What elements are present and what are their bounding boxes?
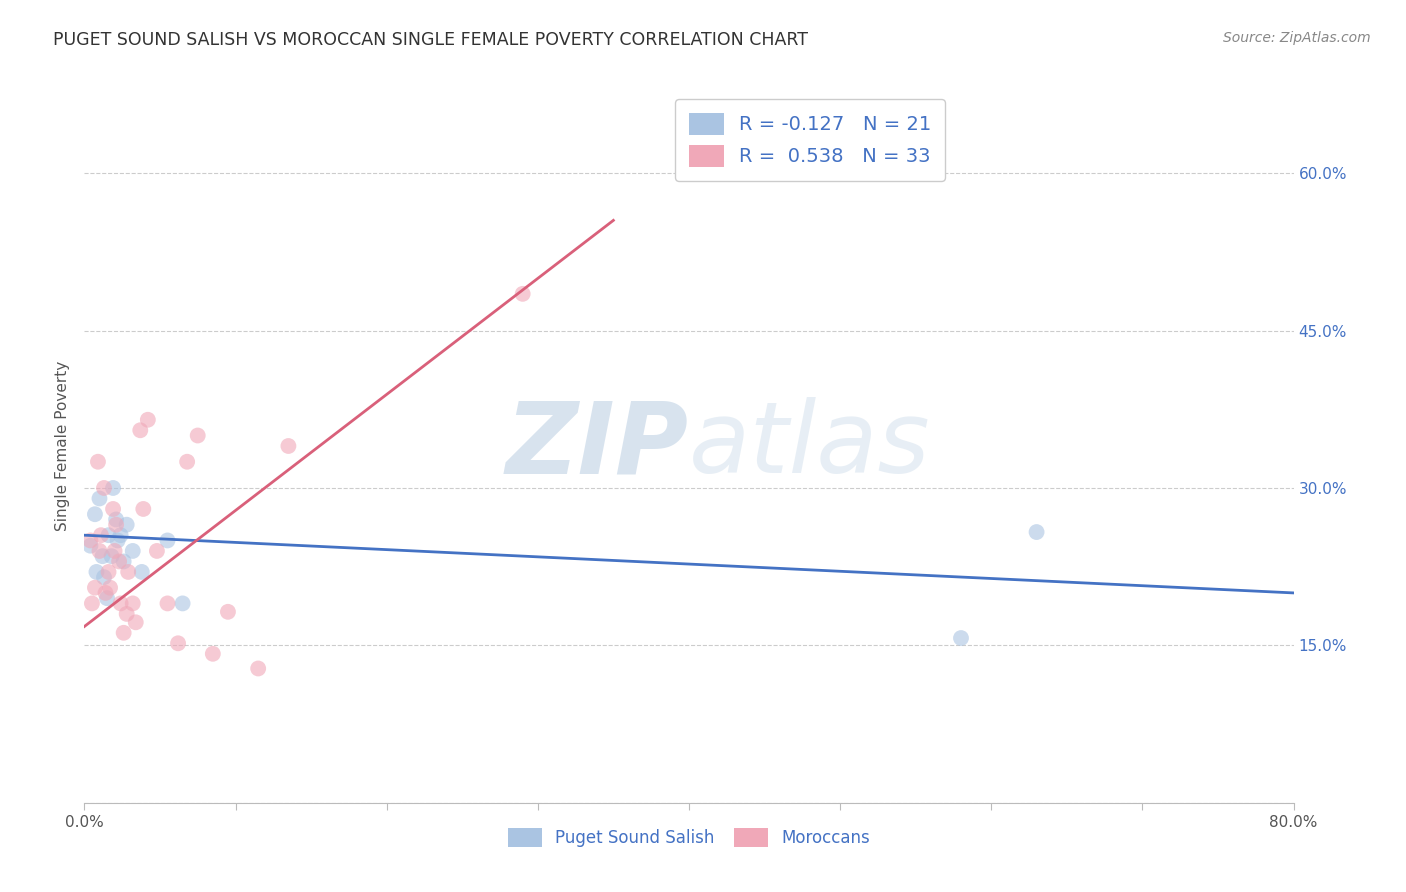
Point xyxy=(1025,524,1047,539)
Text: ZIP: ZIP xyxy=(506,398,689,494)
Point xyxy=(156,533,179,548)
Point xyxy=(115,517,138,532)
Point xyxy=(187,428,209,442)
Point xyxy=(125,615,148,630)
Point xyxy=(97,565,120,579)
Text: Source: ZipAtlas.com: Source: ZipAtlas.com xyxy=(1223,31,1371,45)
Point xyxy=(93,570,115,584)
Point xyxy=(172,596,194,610)
Y-axis label: Single Female Poverty: Single Female Poverty xyxy=(55,361,70,531)
Point xyxy=(90,528,112,542)
Point xyxy=(101,502,124,516)
Point xyxy=(96,591,118,606)
Text: atlas: atlas xyxy=(689,398,931,494)
Point xyxy=(112,554,135,568)
Point xyxy=(121,596,143,610)
Point xyxy=(247,661,270,675)
Point xyxy=(89,491,111,506)
Point xyxy=(115,607,138,621)
Point xyxy=(176,455,198,469)
Point xyxy=(87,455,110,469)
Point xyxy=(104,544,127,558)
Point xyxy=(112,625,135,640)
Point xyxy=(101,481,124,495)
Point xyxy=(80,596,103,610)
Point xyxy=(107,533,129,548)
Point xyxy=(93,481,115,495)
Point xyxy=(105,517,128,532)
Point xyxy=(79,539,101,553)
Point xyxy=(79,533,101,548)
Point xyxy=(89,544,111,558)
Legend: Puget Sound Salish, Moroccans: Puget Sound Salish, Moroccans xyxy=(501,819,877,855)
Point xyxy=(277,439,299,453)
Point xyxy=(117,565,139,579)
Point xyxy=(105,512,128,526)
Point xyxy=(97,528,120,542)
Point xyxy=(950,631,973,645)
Point xyxy=(108,554,131,568)
Point xyxy=(98,581,121,595)
Point xyxy=(201,647,224,661)
Text: PUGET SOUND SALISH VS MOROCCAN SINGLE FEMALE POVERTY CORRELATION CHART: PUGET SOUND SALISH VS MOROCCAN SINGLE FE… xyxy=(53,31,808,49)
Point xyxy=(86,565,108,579)
Point xyxy=(84,507,107,521)
Point xyxy=(129,423,152,437)
Point xyxy=(217,605,239,619)
Point xyxy=(94,586,117,600)
Point xyxy=(84,581,107,595)
Point xyxy=(167,636,190,650)
Point xyxy=(512,286,534,301)
Point xyxy=(110,596,132,610)
Point xyxy=(131,565,153,579)
Point xyxy=(121,544,143,558)
Point xyxy=(132,502,155,516)
Point xyxy=(136,413,159,427)
Point xyxy=(156,596,179,610)
Point xyxy=(100,549,122,564)
Point xyxy=(110,528,132,542)
Point xyxy=(91,549,114,564)
Point xyxy=(146,544,169,558)
